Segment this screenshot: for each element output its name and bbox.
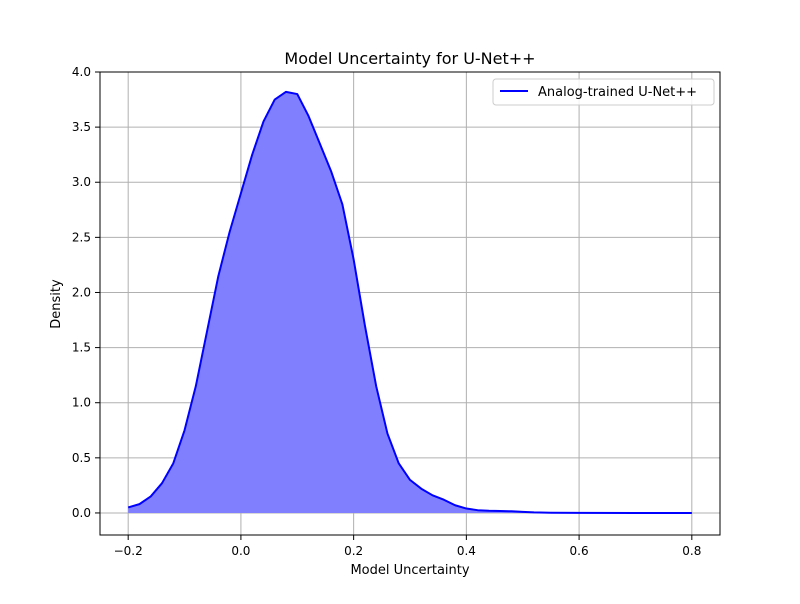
y-tick-label: 0.0: [72, 506, 91, 520]
tick-layer: −0.2 0.0 0.2 0.4 0.6 0.8 0.0 0.5 1.0 1.5 2.0 2.5 3.0…: [72, 65, 701, 558]
x-tick-label: 0.6: [570, 544, 589, 558]
legend: Analog-trained U-Net++: [492, 78, 715, 106]
legend-box: [492, 78, 715, 106]
series-0-area: [128, 91, 692, 513]
y-tick-label: 4.0: [72, 65, 91, 79]
x-axis-label: Model Uncertainty: [350, 563, 469, 578]
x-tick-label: 0.0: [231, 544, 250, 558]
axes-layer: [99, 71, 721, 536]
y-tick-label: 2.0: [72, 285, 91, 299]
y-tick-label: 1.5: [72, 341, 91, 355]
x-tick-label: 0.4: [457, 544, 476, 558]
y-tick-label: 0.5: [72, 451, 91, 465]
axes-frame: [99, 71, 721, 536]
series-0-line: [127, 90, 692, 514]
y-tick-label: 1.0: [72, 396, 91, 410]
y-tick-label: 3.5: [72, 120, 91, 134]
y-tick-label: 2.5: [72, 230, 91, 244]
x-tick-label: 0.2: [344, 544, 363, 558]
y-axis-label: Density: [49, 279, 64, 329]
x-tick-label: 0.8: [682, 544, 701, 558]
chart-title: Model Uncertainty for U-Net++: [284, 49, 535, 68]
legend-label: Analog-trained U-Net++: [538, 85, 697, 100]
y-tick-label: 3.0: [72, 175, 91, 189]
x-tick-label: −0.2: [114, 544, 143, 558]
area-layer: [127, 90, 692, 514]
